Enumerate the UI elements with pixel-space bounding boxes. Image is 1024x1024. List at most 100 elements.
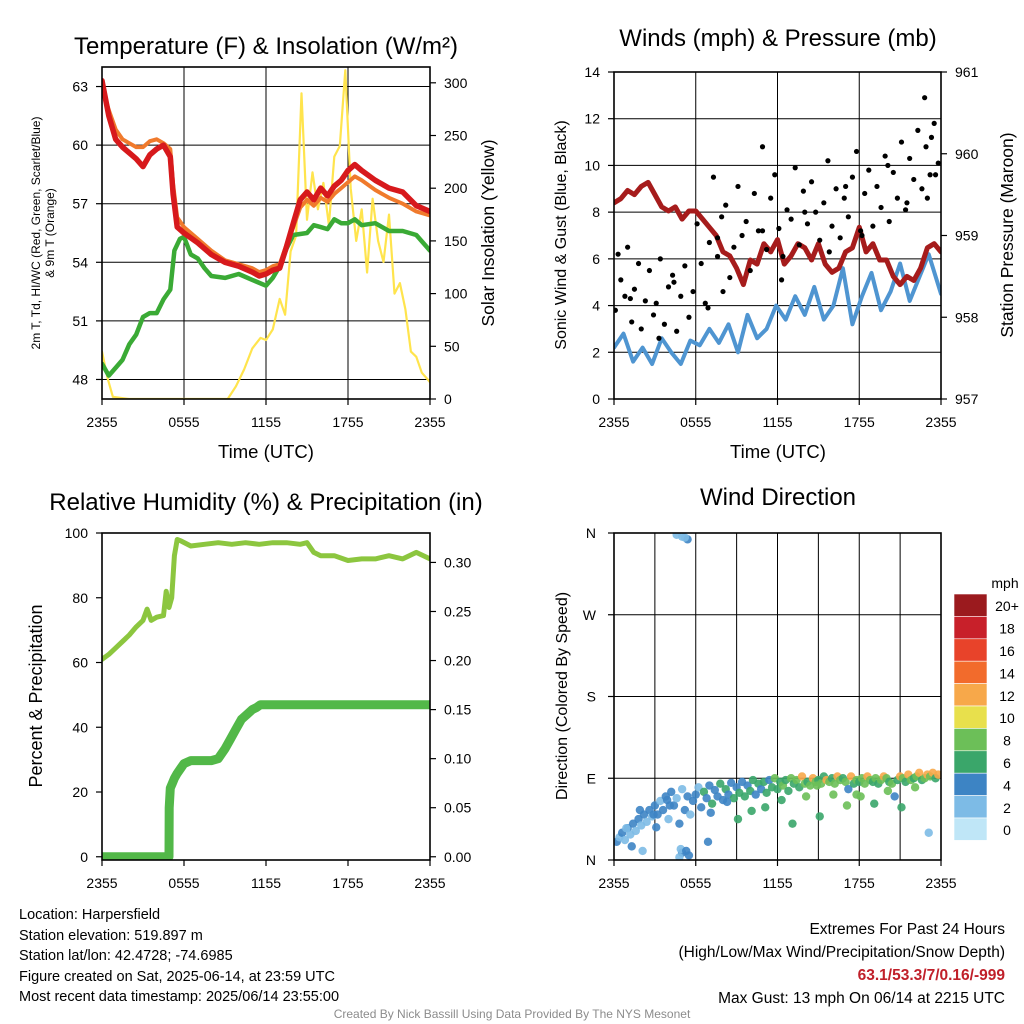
wind_direction-legend-label: 0 (1003, 822, 1011, 838)
winds-gust-point (931, 120, 937, 126)
winds-gust-point (885, 162, 891, 169)
winds-y-tick-label: 8 (592, 204, 600, 220)
wind_direction-legend-label: 14 (999, 665, 1015, 681)
wind_direction-direction-point (622, 824, 631, 833)
winds-gust-point (698, 260, 704, 267)
wind_direction-direction-point (801, 792, 811, 801)
wind_direction-legend-swatch (953, 593, 988, 617)
temperature-y-right-tick-label: 200 (444, 180, 468, 196)
winds-gust-point (802, 209, 808, 215)
temperature-y-tick-label: 48 (72, 371, 88, 387)
winds-gust-point (817, 237, 823, 243)
wind_direction-legend-label: 10 (999, 710, 1015, 726)
wind_direction-direction-point (762, 788, 771, 797)
winds-gust-point (674, 328, 680, 334)
humidity-y-right-tick-label: 0.15 (444, 702, 471, 718)
wind_direction-legend-label: 2 (1003, 800, 1011, 816)
wind_direction-y-tick-label: N (586, 852, 596, 868)
temperature-series-line (102, 69, 430, 399)
winds-gust-point (669, 272, 676, 278)
winds-gust-point (772, 172, 778, 178)
humidity-y-tick-label: 0 (80, 849, 88, 865)
winds-gust-point (821, 200, 827, 206)
winds-gust-point (894, 195, 901, 201)
credit-line: Created By Nick Bassill Using Data Provi… (333, 1007, 691, 1021)
winds-gust-point (841, 195, 847, 201)
winds-gust-point (629, 319, 635, 325)
humidity-y-tick-label: 100 (65, 525, 89, 541)
winds-gust-point (759, 144, 766, 150)
temperature-x-axis-label: Time (UTC) (218, 441, 314, 462)
wind_direction-direction-point (682, 846, 691, 856)
wind_direction-x-tick-label: 0555 (680, 875, 711, 891)
wind_direction-direction-point (829, 790, 838, 799)
winds-gust-point (665, 284, 672, 290)
winds-gust-point (731, 244, 737, 250)
wind_direction-legend-swatch (953, 660, 988, 684)
wind_direction-direction-point (658, 805, 668, 815)
wind_direction-direction-point (697, 803, 706, 812)
humidity-y-right-tick-label: 0.05 (444, 800, 471, 816)
winds-gust-point (845, 214, 851, 220)
winds-gust-point (902, 207, 909, 213)
winds-y-right-tick-label: 961 (955, 64, 979, 80)
wind_direction-y-tick-label: S (587, 689, 596, 705)
winds-gust-point (642, 298, 648, 304)
winds-gust-point (886, 218, 892, 225)
temperature-y-right-tick-label: 0 (444, 391, 452, 407)
winds-y-ticks-right: 957 958 959 960 961 (941, 64, 979, 407)
humidity-y-right-tick-label: 0.00 (444, 849, 471, 865)
extremes-subtitle: (High/Low/Max Wind/Precipitation/Snow De… (678, 944, 1006, 961)
wind_direction-direction-point (702, 794, 711, 803)
temperature-y-tick-label: 60 (72, 137, 88, 153)
winds-gust-point (714, 235, 721, 241)
winds-gust-point (915, 127, 921, 133)
wind_direction-legend-label: 6 (1003, 755, 1011, 771)
winds-gust-point (727, 274, 733, 281)
wind_direction-direction-point (631, 826, 640, 836)
humidity-x-tick-label: 2355 (86, 875, 117, 891)
winds-gust-point (882, 153, 888, 159)
winds-x-tick-label: 2355 (925, 414, 956, 430)
wind_direction-direction-point (733, 814, 743, 824)
recent-data-timestamp: Most recent data timestamp: 2025/06/14 2… (19, 989, 340, 1005)
winds-gust-point (849, 174, 856, 180)
wind_direction-legend-label: 18 (999, 621, 1015, 637)
winds-x-tick-label: 2355 (598, 414, 629, 430)
winds-y-tick-label: 12 (584, 111, 600, 127)
winds-gust-point (800, 188, 806, 194)
winds-gust-point (764, 246, 770, 253)
panel-winds: Winds (mph) & Pressure (mb) 2355 0555 1155 1… (553, 25, 1017, 462)
station-info: Location: Harpersfield Station elevation… (19, 905, 339, 1008)
wind_direction-y-ticks-left: N E S W N (583, 525, 614, 868)
temperature-y-right-tick-label: 300 (444, 75, 468, 91)
wind_direction-direction-point (686, 810, 695, 819)
winds-gust-point (682, 263, 688, 269)
winds-gust-point (656, 335, 662, 341)
wind_direction-direction-point (890, 792, 899, 801)
humidity-x-tick-label: 2355 (414, 875, 445, 891)
winds-gust-point (898, 139, 905, 145)
temperature-x-tick-label: 2355 (86, 414, 117, 430)
wind_direction-direction-point (777, 795, 786, 805)
temperature-x-tick-label: 0555 (168, 414, 199, 430)
winds-gust-point (935, 160, 941, 166)
wind_direction-legend-label: 20+ (995, 598, 1019, 614)
wind_direction-direction-point (883, 786, 893, 796)
winds-gust-point (928, 134, 935, 140)
wind_direction-direction-point (924, 828, 933, 837)
winds-series-line (614, 179, 941, 288)
winds-gust-point (657, 256, 663, 262)
temperature-plot-area (102, 69, 430, 399)
wind_direction-legend-label: 16 (999, 643, 1015, 659)
winds-gust-point (622, 293, 628, 299)
wind_direction-legend-swatch (953, 616, 988, 640)
wind_direction-direction-point (675, 819, 684, 828)
wind_direction-direction-point (680, 533, 690, 542)
winds-gust-point (615, 251, 621, 257)
wind_direction-legend-swatch (953, 795, 988, 819)
temperature-y-ticks-left: 48 51 54 57 60 63 (72, 79, 102, 387)
temperature-y-tick-label: 51 (72, 313, 88, 329)
winds-gust-point (859, 232, 865, 239)
